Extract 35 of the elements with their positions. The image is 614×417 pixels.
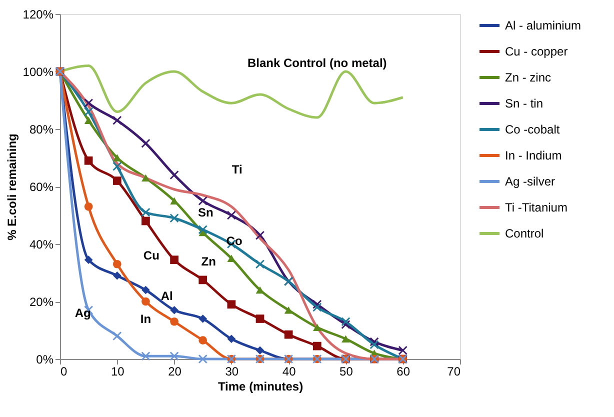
legend-label: Zn - zinc xyxy=(505,70,552,84)
y-tick-label: 0% xyxy=(36,352,54,366)
annotation: Co xyxy=(226,234,242,248)
legend-label: Control xyxy=(505,226,544,240)
annotation: Sn xyxy=(198,205,214,220)
y-tick-label: 100% xyxy=(22,65,54,79)
annotation: Zn xyxy=(201,254,216,268)
legend-label: Ag -silver xyxy=(505,174,556,188)
y-tick-label: 80% xyxy=(29,122,54,136)
x-tick-label: 40 xyxy=(282,364,296,378)
y-tick-label: 60% xyxy=(29,180,54,194)
annotation: Cu xyxy=(143,248,160,262)
y-axis-title: % E.coli remaining xyxy=(4,134,19,240)
x-tick-label: 20 xyxy=(168,364,182,378)
legend-label: Co -cobalt xyxy=(505,122,560,136)
x-tick-label: 50 xyxy=(340,364,354,378)
x-axis-title: Time (minutes) xyxy=(218,380,304,394)
annotation: Ag xyxy=(74,306,91,320)
legend-label: Sn - tin xyxy=(505,96,544,110)
y-tick-label: 20% xyxy=(29,295,54,309)
legend-label: Ti -Titanium xyxy=(505,200,568,214)
x-tick-label: 70 xyxy=(447,364,461,378)
annotation: Ti xyxy=(232,162,242,176)
annotation: Al xyxy=(160,288,173,303)
x-tick-label: 30 xyxy=(225,364,239,378)
x-tick-label: 10 xyxy=(110,364,125,378)
x-tick-label: 60 xyxy=(396,364,410,378)
legend-label: In - Indium xyxy=(505,148,562,162)
y-tick-label: 40% xyxy=(29,238,54,252)
y-tick-label: 120% xyxy=(22,8,54,22)
x-tick-label: 0 xyxy=(60,364,68,378)
annotation: Blank Control (no metal) xyxy=(247,56,387,70)
legend-label: Al - aluminium xyxy=(505,18,582,32)
legend-label: Cu - copper xyxy=(505,44,568,58)
annotation: In xyxy=(140,312,152,326)
